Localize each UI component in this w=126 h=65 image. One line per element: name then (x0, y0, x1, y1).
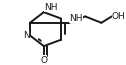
Text: OH: OH (112, 12, 125, 21)
Text: N: N (23, 31, 30, 40)
Text: NH: NH (44, 3, 57, 12)
Text: O: O (40, 56, 47, 65)
Text: NH: NH (69, 14, 83, 23)
